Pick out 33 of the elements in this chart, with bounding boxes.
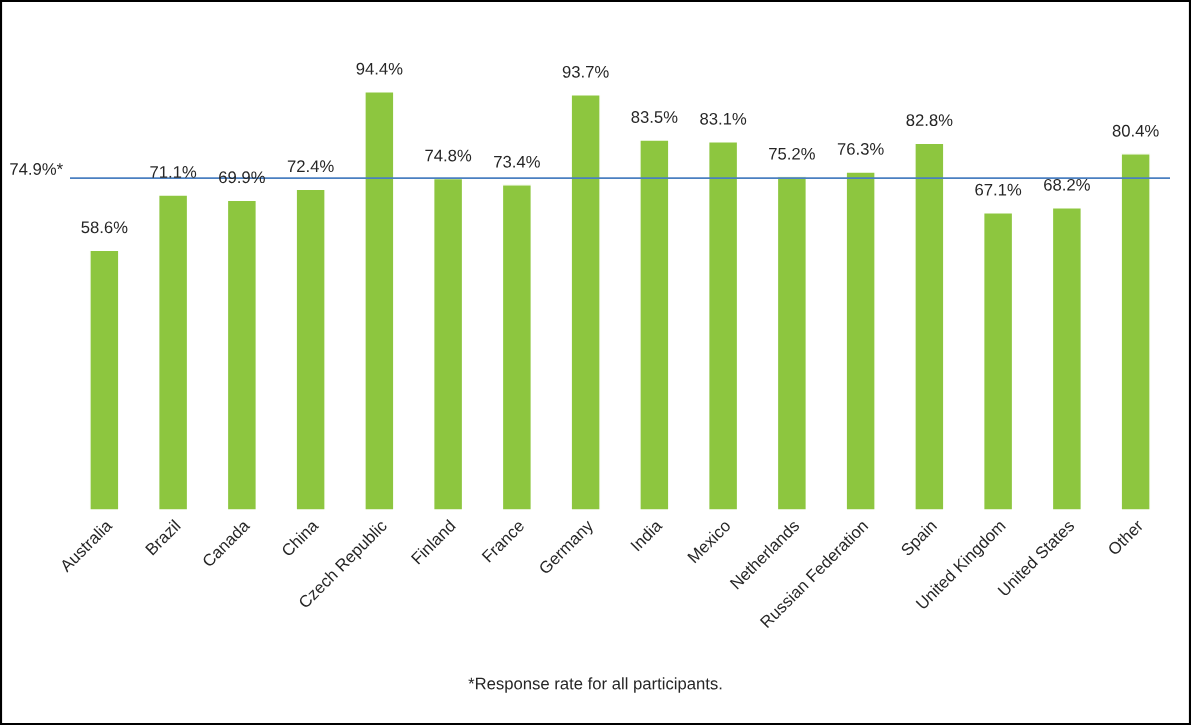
- data-label: 83.5%: [631, 111, 678, 123]
- data-label: 73.4%: [494, 155, 540, 168]
- data-label: 67.1%: [975, 183, 1022, 196]
- bar: [157, 194, 189, 510]
- data-label: 80.4%: [1112, 124, 1159, 137]
- bar: [501, 184, 533, 510]
- data-label: 76.3%: [837, 143, 884, 155]
- data-label: 82.8%: [906, 114, 953, 127]
- data-label: 68.2%: [1044, 178, 1090, 191]
- bar: [226, 199, 258, 510]
- data-label: 74.8%: [425, 149, 472, 162]
- data-label: 75.2%: [769, 147, 815, 160]
- bar: [845, 171, 876, 510]
- data-label: 93.7%: [562, 65, 609, 78]
- bar: [914, 142, 945, 510]
- data-label: 72.4%: [287, 160, 334, 173]
- data-label: 94.4%: [356, 62, 403, 75]
- bar: [639, 139, 670, 510]
- bar: [89, 249, 120, 510]
- data-label: 71.1%: [150, 166, 197, 178]
- text: *Response rate for all participants.: [468, 677, 722, 693]
- bar: [364, 91, 395, 510]
- bar: [295, 188, 326, 510]
- bar: [1051, 207, 1083, 510]
- bar: [776, 176, 808, 510]
- bar: [982, 212, 1014, 510]
- ref-line-label: 74.9%*: [10, 163, 63, 175]
- bar: [1120, 153, 1151, 510]
- bar: [432, 177, 464, 510]
- bar: [570, 94, 601, 510]
- data-label: 83.1%: [700, 112, 747, 125]
- data-label: 58.6%: [81, 221, 128, 234]
- bar: [707, 141, 739, 510]
